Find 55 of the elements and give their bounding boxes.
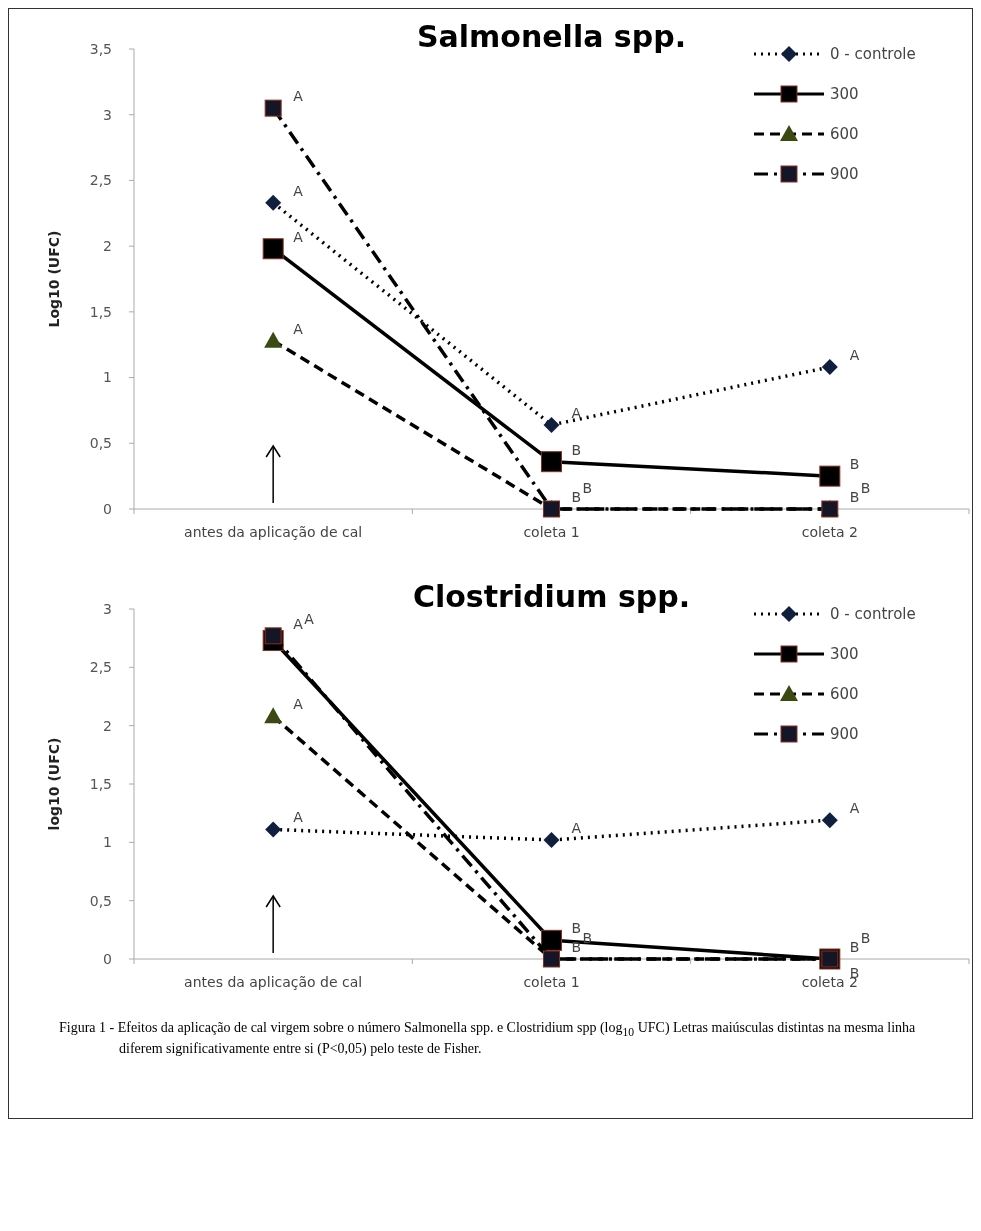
annotation: A [293, 615, 304, 632]
legend-label: 900 [830, 165, 859, 184]
annotation: A [293, 320, 304, 337]
y-tick-label: 2 [103, 717, 112, 734]
y-tick-label: 0 [103, 950, 112, 967]
y-tick-label: 3,5 [89, 40, 112, 57]
annotation: B [860, 479, 871, 496]
y-tick-label: 3 [103, 600, 112, 617]
annotation: A [304, 611, 315, 628]
annotation: A [293, 228, 304, 245]
annotation: B [582, 479, 593, 496]
y-tick-label: 2,5 [89, 172, 112, 189]
x-tick-label: coleta 1 [523, 974, 580, 990]
annotation: B [860, 929, 871, 946]
y-tick-label: 0 [103, 500, 112, 517]
annotation: A [849, 346, 860, 363]
annotation: A [293, 696, 304, 713]
annotation: B [571, 441, 582, 458]
y-axis-title: Log10 (UFC) [46, 230, 62, 328]
y-tick-label: 0,5 [89, 892, 112, 909]
y-axis-title: log10 (UFC) [46, 737, 62, 831]
annotation: B [571, 488, 582, 505]
y-tick-label: 1,5 [89, 303, 112, 320]
y-tick-label: 3 [103, 106, 112, 123]
x-tick-label: coleta 2 [801, 524, 858, 540]
chart-title: Clostridium spp. [412, 579, 691, 614]
x-tick-label: antes da aplicação de cal [184, 974, 363, 990]
annotation: B [849, 938, 860, 955]
annotation: A [293, 88, 304, 105]
y-tick-label: 1,5 [89, 775, 112, 792]
y-tick-label: 1 [103, 369, 112, 386]
annotation: A [849, 800, 860, 817]
y-tick-label: 1 [103, 834, 112, 851]
legend-label: 0 - controle [830, 45, 916, 64]
x-tick-label: coleta 1 [523, 524, 580, 540]
annotation: A [571, 819, 582, 836]
y-tick-label: 0,5 [89, 435, 112, 452]
legend-label: 0 - controle [830, 605, 916, 624]
annotation: A [293, 182, 304, 199]
legend-label: 600 [830, 125, 859, 144]
chart-title: Salmonella spp. [416, 19, 687, 54]
legend-label: 900 [830, 725, 859, 744]
text: Figura 1 - Efeitos da aplicação de cal virgem sobre o número Salmonella spp. e Clostridium spp (log$_{10}$ UFC) Letras maiúsculas distintas na mesma linha diferem significativamente entre si (P<0,05) pelo teste de Fisher. [59, 1020, 916, 1056]
y-tick-label: 2,5 [89, 659, 112, 676]
annotation: A [571, 404, 582, 421]
annotation: B [571, 920, 582, 937]
annotation: B [849, 488, 860, 505]
x-tick-label: antes da aplicação de cal [184, 524, 363, 540]
annotation: B [571, 938, 582, 955]
legend-label: 300 [830, 85, 859, 104]
annotation: B [849, 456, 860, 473]
legend-label: 300 [830, 645, 859, 664]
annotation: A [293, 809, 304, 826]
y-tick-label: 2 [103, 238, 112, 255]
legend-label: 600 [830, 685, 859, 704]
